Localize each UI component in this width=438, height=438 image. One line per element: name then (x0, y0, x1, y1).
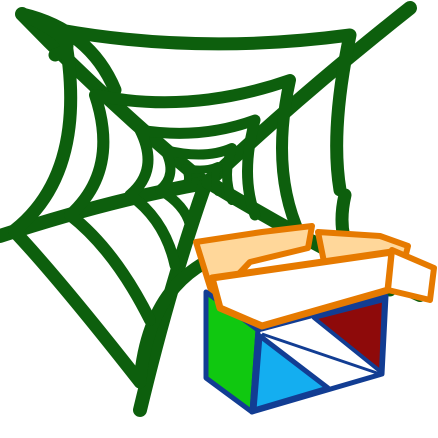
web-ring-4 (155, 143, 237, 230)
web-ring-5 (179, 162, 222, 196)
box-front-flap (208, 248, 396, 330)
web-ring-outer (8, 7, 397, 389)
web-ring-3 (124, 114, 261, 271)
box-front-blue-panel (251, 333, 331, 413)
box-front-stripe (261, 316, 383, 376)
box-right-flap (385, 247, 437, 303)
spider-web (0, 1, 427, 417)
web-ring-2 (64, 74, 306, 326)
open-box (193, 223, 437, 415)
